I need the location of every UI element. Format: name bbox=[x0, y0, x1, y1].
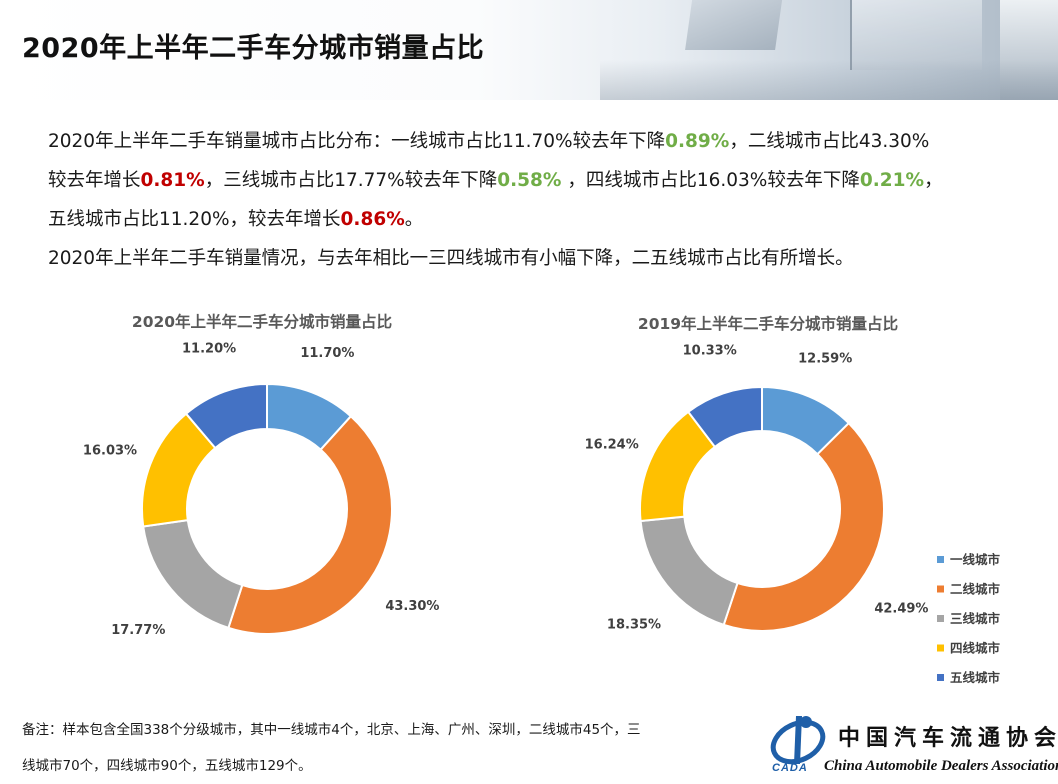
summary-text-segment: 。 bbox=[404, 209, 424, 230]
logo-abbreviation: CADA bbox=[772, 762, 808, 774]
summary-line: 2020年上半年二手车销量情况，与去年相比一三四线城市有小幅下降，二五线城市占比… bbox=[48, 248, 854, 269]
footnote-line: 线城市70个，四线城市90个，五线城市129个。 bbox=[22, 758, 312, 774]
legend-swatch-1 bbox=[937, 556, 944, 563]
legend-label-5: 五线城市 bbox=[950, 670, 1001, 685]
summary-text-segment: ，二线城市占比43.30% bbox=[729, 131, 930, 152]
summary-text-segment: ，三线城市占比17.77%较去年下降 bbox=[204, 170, 498, 191]
legend-swatch-3 bbox=[937, 615, 944, 622]
summary-text-segment: ，四线城市占比16.03%较去年下降 bbox=[561, 170, 860, 191]
slice-label-3: 18.35% bbox=[607, 618, 661, 633]
legend-swatch-5 bbox=[937, 674, 944, 681]
cada-logo: CADA 中国汽车流通协会 China Automobile Dealers A… bbox=[766, 712, 1058, 782]
banner-decoration bbox=[600, 60, 1058, 100]
slice-label-1: 12.59% bbox=[798, 352, 852, 367]
legend-label-1: 一线城市 bbox=[950, 552, 1001, 567]
slice-label-1: 11.70% bbox=[300, 346, 354, 361]
cada-emblem-icon bbox=[770, 716, 826, 765]
donut-slice-3 bbox=[639, 515, 739, 627]
chart-title-2020: 2020年上半年二手车分城市销量占比 bbox=[132, 312, 392, 331]
slice-label-2: 43.30% bbox=[385, 599, 439, 614]
growth-value: 0.81% bbox=[140, 170, 205, 191]
slice-label-5: 11.20% bbox=[182, 341, 236, 356]
header-banner bbox=[0, 0, 1058, 100]
donut-slice-5 bbox=[686, 385, 763, 449]
slice-label-2: 42.49% bbox=[874, 601, 928, 616]
donut-2019: 12.59% 42.49% 18.35% 16.24% 10.33% bbox=[585, 344, 929, 633]
slice-label-3: 17.77% bbox=[111, 623, 165, 638]
summary-line: 五线城市占比11.20%，较去年增长0.86%。 bbox=[48, 200, 1038, 239]
summary-line: 2020年上半年二手车销量城市占比分布：一线城市占比11.70%较去年下降0.8… bbox=[48, 122, 1038, 161]
legend-swatch-2 bbox=[937, 585, 944, 593]
banner-decoration bbox=[1000, 0, 1058, 100]
legend-label-3: 三线城市 bbox=[950, 611, 1001, 626]
donut-slice-3 bbox=[142, 519, 244, 630]
footnote: 备注：样本包含全国338个分级城市，其中一线城市4个，北京、上海、广州、深圳，二… bbox=[22, 712, 722, 784]
donut-2020: 11.70% 43.30% 17.77% 16.03% 11.20% bbox=[83, 341, 440, 638]
summary-line: 较去年增长0.81%，三线城市占比17.77%较去年下降0.58% ，四线城市占… bbox=[48, 161, 1038, 200]
summary-text-segment: 较去年增长 bbox=[48, 170, 141, 191]
banner-decoration bbox=[850, 0, 982, 70]
slice-label-4: 16.03% bbox=[83, 443, 137, 458]
decline-value: 0.58% bbox=[497, 170, 562, 191]
legend-label-4: 四线城市 bbox=[950, 641, 1001, 656]
legend-label-2: 二线城市 bbox=[950, 582, 1001, 597]
donut-slice-5 bbox=[184, 382, 268, 450]
summary-text-segment: ， bbox=[924, 170, 943, 191]
page-title: 2020年上半年二手车分城市销量占比 bbox=[22, 33, 485, 64]
summary-text-segment: 2020年上半年二手车销量城市占比分布：一线城市占比11.70%较去年下降 bbox=[48, 131, 666, 152]
slice-label-4: 16.24% bbox=[585, 437, 639, 452]
donut-slice-2 bbox=[227, 414, 393, 635]
summary-text-segment: 五线城市占比11.20%，较去年增长 bbox=[48, 209, 341, 230]
summary-text: 2020年上半年二手车销量城市占比分布：一线城市占比11.70%较去年下降0.8… bbox=[48, 122, 1038, 278]
chart-title-2019: 2019年上半年二手车分城市销量占比 bbox=[638, 314, 898, 333]
decline-value: 0.89% bbox=[665, 131, 730, 152]
slice-label-5: 10.33% bbox=[683, 344, 737, 359]
footnote-line: 备注：样本包含全国338个分级城市，其中一线城市4个，北京、上海、广州、深圳，二… bbox=[22, 722, 641, 738]
growth-value: 0.86% bbox=[340, 209, 405, 230]
decline-value: 0.21% bbox=[859, 170, 925, 191]
logo-name-cn: 中国汽车流通协会 bbox=[838, 725, 1058, 751]
logo-name-en: China Automobile Dealers Association bbox=[824, 758, 1058, 774]
legend-swatch-4 bbox=[937, 644, 944, 652]
donut-slice-2 bbox=[722, 421, 885, 632]
